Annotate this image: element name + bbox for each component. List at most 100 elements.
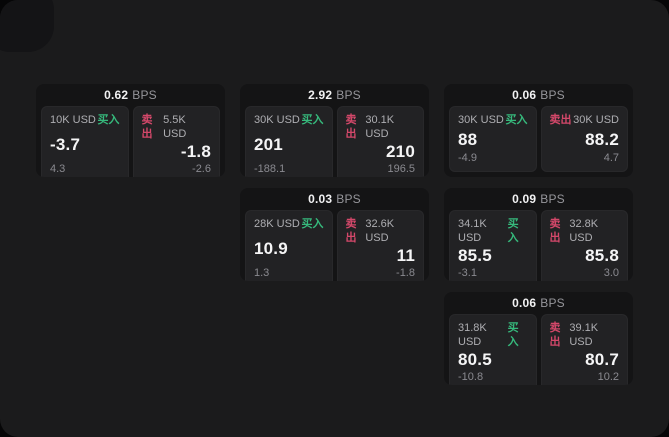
sell-quote-panel[interactable]: 卖出 30K USD 88.2 4.7 bbox=[540, 106, 628, 172]
sell-price: 80.7 bbox=[585, 350, 619, 369]
sell-price: 11 bbox=[396, 246, 415, 265]
buy-sub-value: -4.9 bbox=[458, 152, 477, 164]
buy-side-label: 买入 bbox=[301, 218, 324, 230]
sell-panel-top: 卖出 39.1K USD bbox=[550, 321, 620, 349]
buy-amount: 30K USD bbox=[254, 114, 300, 126]
sell-sub-value: 196.5 bbox=[387, 163, 415, 175]
buy-price: 80.5 bbox=[458, 350, 492, 369]
buy-panel-top: 30K USD 买入 bbox=[254, 113, 324, 127]
sell-quote-panel[interactable]: 卖出 39.1K USD 80.7 10.2 bbox=[540, 314, 628, 385]
sell-side-label: 卖出 bbox=[549, 114, 572, 126]
quote-panels: 30K USD 买入 88 -4.9 卖出 30K USD 88.2 4.7 bbox=[444, 106, 633, 177]
sell-panel-top: 卖出 32.6K USD bbox=[346, 217, 416, 245]
buy-sub-value: 1.3 bbox=[254, 267, 270, 279]
sell-side-label: 卖出 bbox=[549, 218, 561, 244]
sell-amount: 5.5K USD bbox=[163, 114, 187, 140]
buy-amount: 10K USD bbox=[50, 114, 96, 126]
card-header: 0.06 BPS bbox=[444, 84, 633, 106]
bps-value: 2.92 bbox=[308, 88, 333, 102]
bps-value: 0.06 bbox=[512, 296, 537, 310]
card-header: 0.03 BPS bbox=[240, 188, 429, 210]
quote-panels: 10K USD 买入 -3.7 4.3 卖出 5.5K USD -1.8 -2.… bbox=[36, 106, 225, 177]
buy-price: 10.9 bbox=[254, 239, 288, 258]
quote-card-2: 2.92 BPS 30K USD 买入 201 -188.1 卖出 30.1K … bbox=[240, 84, 429, 177]
sell-sub-value: 4.7 bbox=[603, 152, 619, 164]
buy-quote-panel[interactable]: 31.8K USD 买入 80.5 -10.8 bbox=[449, 314, 537, 385]
buy-amount: 34.1K USD bbox=[458, 218, 487, 244]
buy-quote-panel[interactable]: 30K USD 买入 88 -4.9 bbox=[449, 106, 537, 172]
buy-panel-top: 10K USD 买入 bbox=[50, 113, 120, 127]
buy-quote-panel[interactable]: 30K USD 买入 201 -188.1 bbox=[245, 106, 333, 177]
sell-quote-panel[interactable]: 卖出 30.1K USD 210 196.5 bbox=[336, 106, 424, 177]
sell-amount: 32.8K USD bbox=[569, 218, 599, 244]
sell-quote-panel[interactable]: 卖出 32.6K USD 11 -1.8 bbox=[336, 210, 424, 281]
card-header: 2.92 BPS bbox=[240, 84, 429, 106]
sell-quote-panel[interactable]: 卖出 5.5K USD -1.8 -2.6 bbox=[132, 106, 220, 177]
buy-quote-panel[interactable]: 10K USD 买入 -3.7 4.3 bbox=[41, 106, 129, 177]
bps-value: 0.03 bbox=[308, 192, 333, 206]
buy-amount: 28K USD bbox=[254, 218, 300, 230]
sell-price: 85.8 bbox=[585, 246, 619, 265]
buy-price: 88 bbox=[458, 129, 478, 149]
quote-card-4: 0.03 BPS 28K USD 买入 10.9 1.3 卖出 32.6K US… bbox=[240, 188, 429, 281]
card-header: 0.09 BPS bbox=[444, 188, 633, 210]
buy-side-label: 买入 bbox=[301, 114, 324, 126]
corner-notch-decoration bbox=[0, 0, 54, 52]
buy-sub-value: -3.1 bbox=[458, 267, 477, 279]
buy-panel-top: 30K USD 买入 bbox=[458, 113, 528, 127]
buy-sub-value: 4.3 bbox=[50, 163, 66, 175]
buy-amount: 30K USD bbox=[458, 114, 504, 126]
bps-unit-label: BPS bbox=[336, 88, 361, 102]
buy-panel-top: 31.8K USD 买入 bbox=[458, 321, 528, 349]
quote-panels: 34.1K USD 买入 85.5 -3.1 卖出 32.8K USD 85.8… bbox=[444, 210, 633, 281]
card-header: 0.06 BPS bbox=[444, 292, 633, 314]
quote-cards-grid: 0.62 BPS 10K USD 买入 -3.7 4.3 卖出 5.5K USD… bbox=[36, 84, 633, 385]
quote-panels: 31.8K USD 买入 80.5 -10.8 卖出 39.1K USD 80.… bbox=[444, 314, 633, 385]
buy-side-label: 买入 bbox=[505, 114, 528, 126]
bps-unit-label: BPS bbox=[132, 88, 157, 102]
quote-panels: 28K USD 买入 10.9 1.3 卖出 32.6K USD 11 -1.8 bbox=[240, 210, 429, 281]
sell-panel-top: 卖出 30.1K USD bbox=[346, 113, 416, 141]
buy-quote-panel[interactable]: 28K USD 买入 10.9 1.3 bbox=[245, 210, 333, 281]
buy-side-label: 买入 bbox=[507, 218, 519, 244]
bps-unit-label: BPS bbox=[540, 192, 565, 206]
sell-side-label: 卖出 bbox=[345, 218, 357, 244]
quote-panels: 30K USD 买入 201 -188.1 卖出 30.1K USD 210 1… bbox=[240, 106, 429, 177]
buy-side-label: 买入 bbox=[507, 322, 519, 348]
sell-side-label: 卖出 bbox=[141, 114, 153, 140]
bps-unit-label: BPS bbox=[540, 296, 565, 310]
sell-side-label: 卖出 bbox=[345, 114, 357, 140]
sell-panel-top: 卖出 30K USD bbox=[550, 113, 620, 127]
sell-price: 88.2 bbox=[585, 129, 619, 149]
quote-card-3: 0.06 BPS 30K USD 买入 88 -4.9 卖出 30K USD 8… bbox=[444, 84, 633, 177]
sell-sub-value: 10.2 bbox=[597, 371, 619, 383]
sell-sub-value: -1.8 bbox=[396, 267, 415, 279]
sell-panel-top: 卖出 5.5K USD bbox=[142, 113, 212, 141]
bps-value: 0.09 bbox=[512, 192, 537, 206]
buy-quote-panel[interactable]: 34.1K USD 买入 85.5 -3.1 bbox=[449, 210, 537, 281]
buy-panel-top: 34.1K USD 买入 bbox=[458, 217, 528, 245]
card-header: 0.62 BPS bbox=[36, 84, 225, 106]
sell-quote-panel[interactable]: 卖出 32.8K USD 85.8 3.0 bbox=[540, 210, 628, 281]
sell-panel-top: 卖出 32.8K USD bbox=[550, 217, 620, 245]
quote-card-1: 0.62 BPS 10K USD 买入 -3.7 4.3 卖出 5.5K USD… bbox=[36, 84, 225, 177]
sell-amount: 32.6K USD bbox=[365, 218, 395, 244]
buy-panel-top: 28K USD 买入 bbox=[254, 217, 324, 231]
sell-sub-value: 3.0 bbox=[603, 267, 619, 279]
sell-amount: 39.1K USD bbox=[569, 322, 599, 348]
sell-side-label: 卖出 bbox=[549, 322, 561, 348]
sell-sub-value: -2.6 bbox=[192, 163, 211, 175]
buy-amount: 31.8K USD bbox=[458, 322, 487, 348]
bps-value: 0.06 bbox=[512, 88, 537, 102]
sell-amount: 30.1K USD bbox=[365, 114, 395, 140]
buy-price: -3.7 bbox=[50, 135, 81, 154]
sell-price: 210 bbox=[386, 142, 415, 161]
bps-unit-label: BPS bbox=[540, 88, 565, 102]
bps-value: 0.62 bbox=[104, 88, 129, 102]
bps-unit-label: BPS bbox=[336, 192, 361, 206]
buy-side-label: 买入 bbox=[97, 114, 120, 126]
quote-card-6: 0.06 BPS 31.8K USD 买入 80.5 -10.8 卖出 39.1… bbox=[444, 292, 633, 385]
sell-amount: 30K USD bbox=[573, 114, 619, 126]
